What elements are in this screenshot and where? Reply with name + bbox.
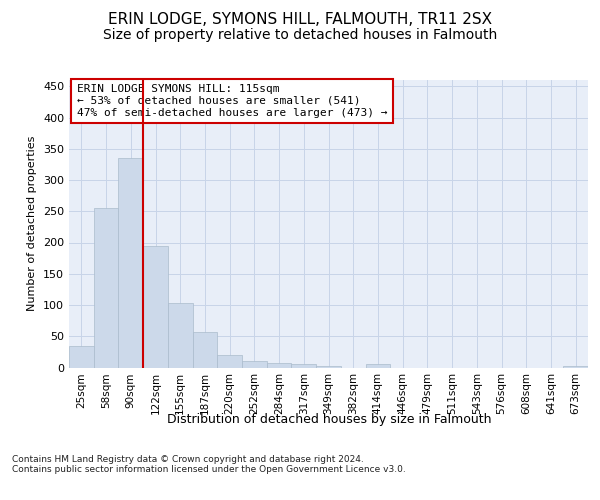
Bar — [365, 364, 390, 368]
Bar — [267, 363, 292, 368]
Bar — [193, 332, 217, 368]
Text: Size of property relative to detached houses in Falmouth: Size of property relative to detached ho… — [103, 28, 497, 42]
Bar — [118, 158, 143, 368]
Text: ERIN LODGE, SYMONS HILL, FALMOUTH, TR11 2SX: ERIN LODGE, SYMONS HILL, FALMOUTH, TR11 … — [108, 12, 492, 28]
Bar — [143, 246, 168, 368]
Bar — [316, 366, 341, 368]
Bar — [217, 355, 242, 368]
Text: Distribution of detached houses by size in Falmouth: Distribution of detached houses by size … — [167, 412, 491, 426]
Bar — [242, 361, 267, 368]
Bar — [69, 346, 94, 368]
Bar — [292, 364, 316, 368]
Text: ERIN LODGE SYMONS HILL: 115sqm
← 53% of detached houses are smaller (541)
47% of: ERIN LODGE SYMONS HILL: 115sqm ← 53% of … — [77, 84, 387, 117]
Bar — [94, 208, 118, 368]
Y-axis label: Number of detached properties: Number of detached properties — [28, 136, 37, 312]
Bar — [563, 366, 588, 368]
Text: Contains HM Land Registry data © Crown copyright and database right 2024.
Contai: Contains HM Land Registry data © Crown c… — [12, 455, 406, 474]
Bar — [168, 303, 193, 368]
